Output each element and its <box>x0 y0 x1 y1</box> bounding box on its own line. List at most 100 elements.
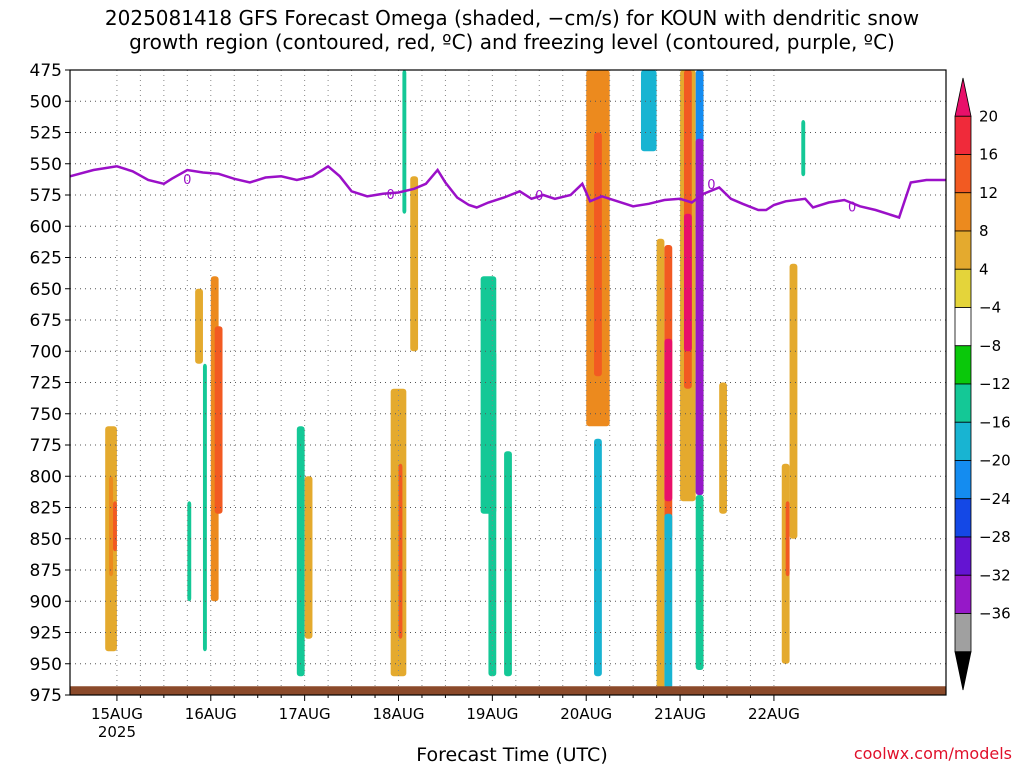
omega-cell <box>109 476 114 577</box>
y-tick-label: 825 <box>30 499 62 519</box>
credit-text: coolwx.com/models <box>853 744 1012 763</box>
colorbar-tick-label: −4 <box>979 299 1001 317</box>
y-tick-label: 900 <box>30 592 62 612</box>
y-tick-label: 750 <box>30 405 62 425</box>
x-year-label: 2025 <box>98 723 136 741</box>
grid-lines <box>70 69 946 696</box>
y-tick-label: 650 <box>30 280 62 300</box>
x-axis-label: Forecast Time (UTC) <box>416 744 608 766</box>
freezing-level-label: 0 <box>183 173 191 188</box>
colorbar-swatch <box>954 536 972 576</box>
colorbar-tick-label: 16 <box>979 146 998 164</box>
omega-shading <box>105 70 806 689</box>
colorbar-swatch <box>954 307 972 347</box>
y-tick-label: 625 <box>30 249 62 269</box>
omega-cell <box>683 213 692 352</box>
colorbar-tick-label: −28 <box>979 528 1011 546</box>
x-tick-label: 15AUG <box>91 705 143 723</box>
colorbar-tick-label: −8 <box>979 337 1001 355</box>
colorbar-tick-label: −16 <box>979 413 1011 431</box>
colorbar-swatch <box>954 421 972 461</box>
omega-cell <box>113 501 117 552</box>
omega-cell <box>202 363 207 652</box>
colorbar-swatch <box>954 383 972 423</box>
colorbar-swatch <box>954 268 972 308</box>
omega-cell <box>695 138 704 495</box>
freezing-level-label: 0 <box>535 189 543 204</box>
y-tick-label: 675 <box>30 311 62 331</box>
colorbar-arrow-top <box>954 77 972 117</box>
colorbar: 20 16 12 8 4 −4 −8 −12 −16 −20 −24 −28 −32 −36 <box>954 77 1011 691</box>
y-tick-label: 700 <box>30 342 62 362</box>
y-tick-label: 725 <box>30 374 62 394</box>
omega-cell <box>656 238 665 689</box>
colorbar-tick-label: −24 <box>979 490 1011 508</box>
colorbar-arrow-bottom <box>954 651 972 691</box>
y-tick-label: 950 <box>30 655 62 675</box>
terrain-surface <box>70 686 946 695</box>
colorbar-tick-label: −20 <box>979 452 1011 470</box>
omega-cell <box>304 476 313 639</box>
colorbar-swatch <box>954 154 972 194</box>
colorbar-tick-label: 20 <box>979 107 998 125</box>
omega-cell <box>402 70 407 214</box>
colorbar-tick-label: −36 <box>979 605 1011 623</box>
colorbar-tick-label: −12 <box>979 375 1011 393</box>
y-tick-label: 550 <box>30 155 62 175</box>
colorbar-swatch <box>954 115 972 155</box>
y-tick-label: 575 <box>30 186 62 206</box>
omega-cell <box>785 501 790 577</box>
y-tick-label: 875 <box>30 561 62 581</box>
chart-title-line-1: 2025081418 GFS Forecast Omega (shaded, −… <box>104 6 920 30</box>
colorbar-swatch <box>954 230 972 270</box>
omega-cell <box>296 426 305 677</box>
x-tick-label: 17AUG <box>279 705 331 723</box>
y-tick-label: 600 <box>30 217 62 237</box>
x-tick-label: 19AUG <box>466 705 518 723</box>
colorbar-swatch <box>954 192 972 232</box>
y-tick-label: 925 <box>30 624 62 644</box>
x-tick-label: 16AUG <box>185 705 237 723</box>
omega-cell <box>719 382 727 514</box>
freezing-level-label: 0 <box>707 178 715 193</box>
omega-cell <box>214 326 223 514</box>
y-tick-label: 800 <box>30 467 62 487</box>
omega-cell <box>789 263 798 539</box>
colorbar-swatch <box>954 460 972 500</box>
y-tick-label: 500 <box>30 92 62 112</box>
freezing-level-label: 0 <box>387 188 395 203</box>
colorbar-swatch <box>954 574 972 614</box>
omega-cell <box>664 338 673 502</box>
freezing-level-line <box>69 164 946 220</box>
y-tick-label: 975 <box>30 686 62 706</box>
x-axis: 15AUG 16AUG 17AUG 18AUG 19AUG 20AUG 21AUG 22AUG… <box>91 695 800 741</box>
chart-title-line-2: growth region (contoured, red, ºC) and f… <box>129 30 895 54</box>
colorbar-tick-label: 8 <box>979 222 989 240</box>
x-tick-label: 20AUG <box>560 705 612 723</box>
omega-cell <box>594 438 602 677</box>
chart-title: 2025081418 GFS Forecast Omega (shaded, −… <box>0 6 1024 54</box>
omega-cell <box>504 451 512 677</box>
omega-cell <box>640 70 657 152</box>
omega-cell <box>801 120 806 177</box>
y-tick-label: 525 <box>30 124 62 144</box>
omega-cell <box>488 351 497 677</box>
colorbar-tick-label: −32 <box>979 566 1011 584</box>
x-tick-label: 22AUG <box>748 705 800 723</box>
colorbar-tick-label: 4 <box>979 260 989 278</box>
y-tick-label: 475 <box>30 61 62 81</box>
colorbar-swatch <box>954 498 972 538</box>
omega-cell <box>695 495 704 670</box>
colorbar-swatch <box>954 345 972 385</box>
freezing-level-contour: 0 0 0 0 0 <box>69 164 946 220</box>
y-tick-label: 775 <box>30 436 62 456</box>
terrain-band <box>70 686 946 695</box>
x-tick-label: 18AUG <box>373 705 425 723</box>
omega-cell <box>187 501 192 602</box>
omega-cell <box>664 513 673 689</box>
y-tick-label: 850 <box>30 530 62 550</box>
omega-cell <box>398 463 403 639</box>
x-tick-label: 21AUG <box>654 705 706 723</box>
colorbar-swatch <box>954 613 972 653</box>
